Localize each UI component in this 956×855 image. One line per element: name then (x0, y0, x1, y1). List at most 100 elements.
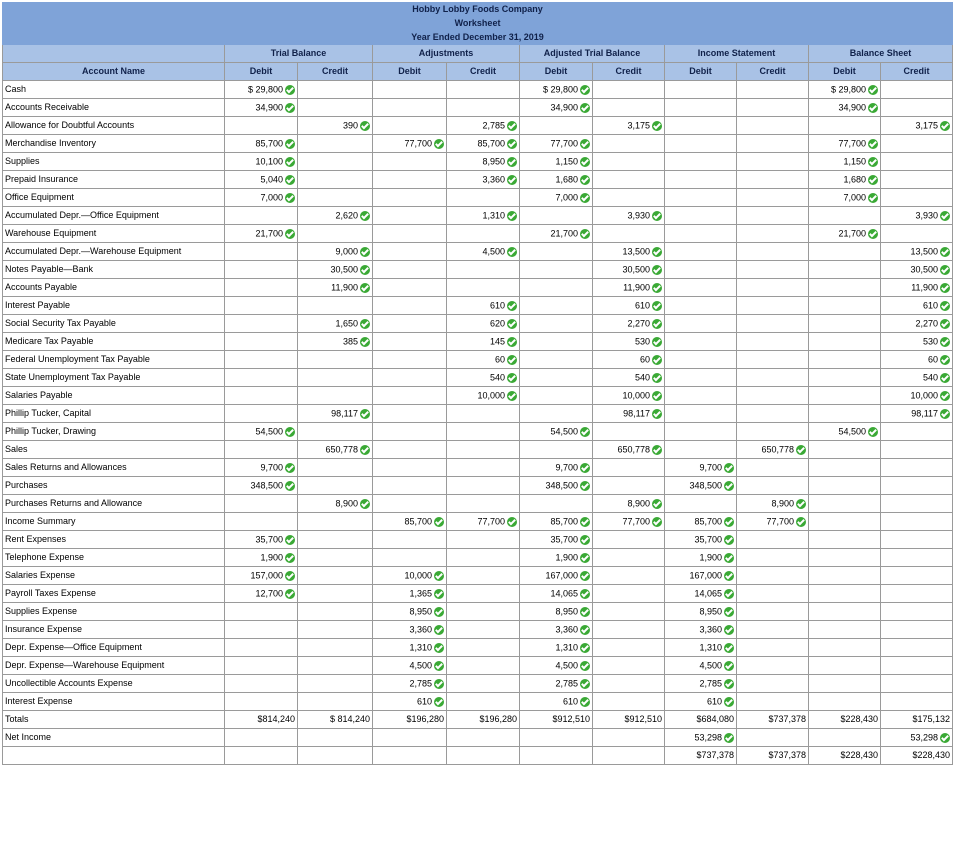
adjusted-trial-balance-credit-cell: 3,175 (592, 116, 665, 135)
adjustments-debit-cell (372, 98, 447, 117)
account-name: State Unemployment Tax Payable (2, 368, 225, 387)
adjustments-debit-cell (372, 404, 447, 423)
trial-balance-debit-cell (224, 494, 298, 513)
balance-sheet-credit-cell: 3,175 (879, 116, 954, 135)
amount: 10,000 (404, 570, 432, 580)
balance-sheet-credit-cell (879, 602, 954, 621)
check-icon (724, 534, 734, 545)
check-icon (940, 318, 951, 329)
trial-balance-credit-cell (297, 98, 373, 117)
trial-balance-debit-cell: 7,000 (224, 188, 298, 207)
amount: 1,650 (335, 318, 358, 328)
table-row: Salaries Payable 10,000 10,000 10,000 (2, 386, 954, 405)
trial-balance-credit-cell (297, 530, 373, 549)
trial-balance-debit-cell: 9,700 (224, 458, 298, 477)
balance-sheet-credit-cell (879, 692, 954, 711)
balance-sheet-debit-cell: $ 29,800 (808, 80, 881, 99)
amount: 3,175 (915, 120, 939, 130)
check-icon (434, 678, 444, 689)
balance-sheet-debit-cell (808, 584, 881, 603)
check-icon (580, 534, 590, 545)
balance-sheet-credit-cell (879, 440, 954, 459)
trial-balance-debit-cell (224, 350, 298, 369)
income-statement-debit-cell: 9,700 (664, 458, 737, 477)
table-row: Medicare Tax Payable 385 145 530 530 (2, 332, 954, 351)
check-icon (285, 588, 295, 599)
adjusted-trial-balance-debit-cell: 167,000 (519, 566, 593, 585)
income-statement-credit-cell (736, 602, 809, 621)
account-name: Interest Payable (2, 296, 225, 315)
group-balance-sheet: Balance Sheet (807, 44, 954, 63)
amount: 650,778 (761, 444, 794, 454)
account-name: Uncollectible Accounts Expense (2, 674, 225, 693)
balance-sheet-debit-cell (808, 476, 881, 495)
adjusted-trial-balance-credit-cell (592, 566, 665, 585)
adjustments-credit-cell (446, 458, 520, 477)
table-row: Merchandise Inventory 85,700 77,700 85,700 7… (2, 134, 954, 153)
adjustments-credit-cell (446, 530, 520, 549)
table-row: Prepaid Insurance 5,040 3,360 1,680 1,680 (2, 170, 954, 189)
check-icon (580, 102, 590, 113)
check-icon (434, 660, 444, 671)
amount: 9,700 (555, 462, 578, 472)
check-icon (285, 426, 295, 437)
check-icon (360, 282, 370, 293)
amount: 1,365 (409, 588, 432, 598)
check-icon (507, 210, 517, 221)
account-name: Income Summary (2, 512, 225, 531)
trial-balance-credit-cell: 9,000 (297, 242, 373, 261)
income-statement-debit-cell (664, 404, 737, 423)
account-name: Payroll Taxes Expense (2, 584, 225, 603)
trial-balance-debit-cell (224, 116, 298, 135)
balance-sheet-debit-cell (808, 656, 881, 675)
account-name: Telephone Expense (2, 548, 225, 567)
balance-sheet-debit-cell: 21,700 (808, 224, 881, 243)
check-icon (580, 462, 590, 473)
check-icon (507, 120, 517, 131)
company-name: Hobby Lobby Foods Company (1, 2, 954, 17)
adjusted-trial-balance-debit-cell (519, 314, 593, 333)
income-statement-credit-cell (736, 530, 809, 549)
table-row: Purchases Returns and Allowance 8,900 8,90… (2, 494, 954, 513)
adjusted-trial-balance-credit-cell (592, 422, 665, 441)
table-row: Office Equipment 7,000 7,000 7,000 (2, 188, 954, 207)
check-icon (580, 516, 590, 527)
trial-balance-debit-cell (224, 296, 298, 315)
amount: 9,000 (335, 246, 358, 256)
adjusted-trial-balance-debit-cell (519, 260, 593, 279)
trial-balance-debit-cell: $814,240 (224, 710, 298, 729)
trial-balance-credit-cell (297, 350, 373, 369)
check-icon (724, 516, 734, 527)
table-row: Cash $ 29,800 $ 29,800 $ 29,800 (2, 80, 954, 99)
adjustments-debit-cell (372, 332, 447, 351)
trial-balance-credit-cell (297, 584, 373, 603)
table-row: Interest Payable 610 610 610 (2, 296, 954, 315)
amount: 3,175 (627, 120, 650, 130)
table-row: Accumulated Depr.—Warehouse Equipment 9,0… (2, 242, 954, 261)
income-statement-debit-cell (664, 170, 737, 189)
income-statement-credit-cell (736, 566, 809, 585)
check-icon (796, 516, 806, 527)
income-statement-debit-cell: 3,360 (664, 620, 737, 639)
table-row: Notes Payable—Bank 30,500 30,500 30,500 (2, 260, 954, 279)
trial-balance-credit-cell (297, 674, 373, 693)
adjusted-trial-balance-credit-cell (592, 98, 665, 117)
amount: 2,785 (482, 120, 505, 130)
adjusted-trial-balance-credit-cell: 13,500 (592, 242, 665, 261)
amount: 11,900 (331, 282, 358, 292)
income-statement-debit-cell (664, 440, 737, 459)
trial-balance-debit-cell: 12,700 (224, 584, 298, 603)
amount: 3,360 (482, 174, 505, 184)
amount: $175,132 (912, 714, 951, 725)
adjustments-debit-cell (372, 350, 447, 369)
income-statement-debit-cell: 348,500 (664, 476, 737, 495)
adjusted-trial-balance-credit-cell: 3,930 (592, 206, 665, 225)
amount: 54,500 (838, 426, 866, 436)
amount: 145 (489, 336, 505, 346)
table-row: Uncollectible Accounts Expense 2,785 2,785… (2, 674, 954, 693)
income-statement-debit-cell: 4,500 (664, 656, 737, 675)
balance-sheet-debit-cell (808, 692, 881, 711)
adjustments-credit-cell (446, 638, 520, 657)
adjustments-debit-cell (372, 548, 447, 567)
check-icon (724, 570, 734, 581)
